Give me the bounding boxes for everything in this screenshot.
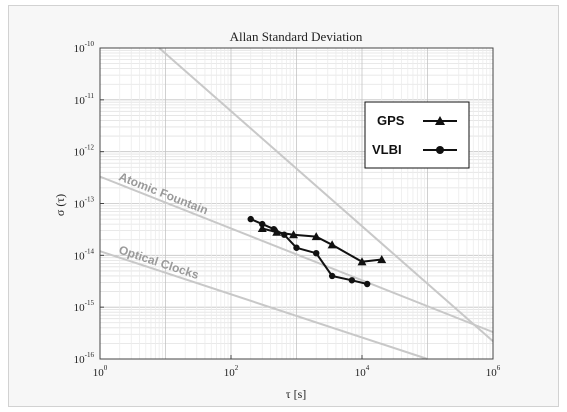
y-tick-label-0: 10-10 [74,40,95,55]
y-axis-label: σ (τ) [53,194,67,216]
data-point-vlbi-3 [281,231,288,238]
x-axis-label: τ [s] [286,387,306,401]
x-tick-label-2: 104 [355,364,370,379]
data-point-gps-6 [377,255,387,264]
grid [99,48,493,360]
data-point-gps-0 [257,223,267,233]
data-point-gps-2 [289,230,299,239]
data-point-gps-3 [311,232,321,241]
y-tick-label-4: 10-14 [74,247,95,262]
data-point-vlbi-4 [293,244,300,251]
axis-ticks: 100 102 104 106 10-10 10-11 10-12 10-13 10-14 10-… [74,40,501,379]
data-point-gps-5 [357,257,367,266]
data-point-vlbi-0 [247,215,254,223]
x-tick-label-0: 100 [93,364,108,379]
chart-title: Allan Standard Deviation [230,29,363,44]
data-point-vlbi-8 [363,280,371,288]
legend-label-gps: GPS [377,113,405,128]
data-point-vlbi-2 [270,225,277,233]
legend-label-vlbi: VLBI [372,142,402,157]
data-point-vlbi-7 [348,277,356,284]
reference-line-1 [99,175,494,334]
reference-line-2 [99,250,428,360]
legend-box [364,101,470,169]
data-point-gps-4 [327,240,337,249]
legend-marker-gps-triangle [435,116,445,125]
y-tick-label-2: 10-12 [74,144,95,159]
x-tick-label-1: 102 [224,364,239,379]
data-series [247,215,387,288]
y-tick-label-3: 10-13 [74,196,95,211]
y-tick-label-1: 10-11 [74,92,95,107]
y-tick-label-6: 10-16 [74,351,95,366]
data-point-vlbi-6 [328,272,336,280]
y-tick-label-5: 10-15 [74,299,95,314]
data-point-vlbi-1 [259,220,266,228]
data-point-vlbi-5 [313,249,320,257]
reference-line-0 [158,47,494,343]
legend-marker-vlbi-circle [436,146,444,154]
x-tick-label-3: 106 [486,364,501,379]
legend: GPS VLBI [364,101,470,169]
